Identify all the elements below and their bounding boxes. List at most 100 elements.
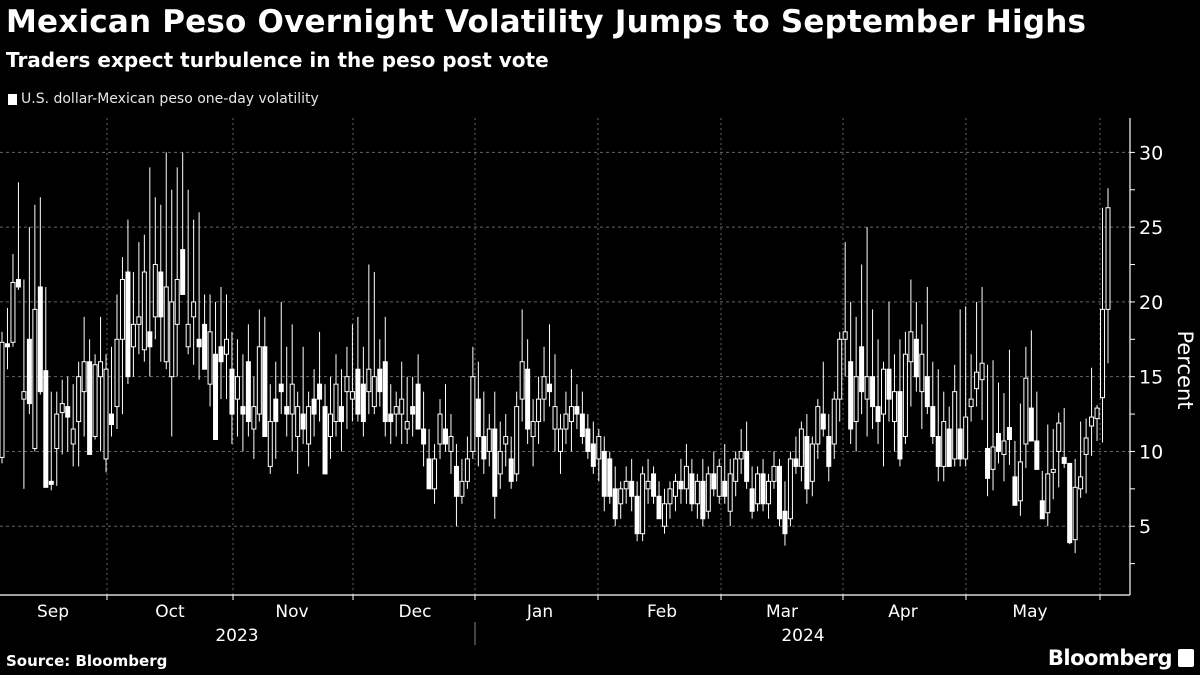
candle (749, 466, 755, 519)
candle-body-down (1067, 462, 1073, 544)
candle (371, 272, 377, 415)
candle (815, 399, 821, 459)
candle-body-down (590, 443, 596, 467)
candle-body-up (399, 398, 405, 415)
candle-body-down (870, 376, 876, 408)
candle-body-up (393, 406, 399, 415)
candle (760, 458, 766, 512)
candle (437, 399, 443, 459)
candle-body-down (995, 433, 1001, 452)
candle (180, 152, 186, 295)
candle (98, 316, 104, 452)
x-month-label: Jan (526, 602, 553, 622)
candle-body-down (213, 353, 219, 440)
chart-title: Mexican Peso Overnight Volatility Jumps … (6, 4, 1087, 40)
candle (81, 316, 87, 437)
candle-body-down (897, 391, 903, 460)
candle (163, 152, 169, 370)
candle (1034, 391, 1040, 470)
x-year-label: 2023 (215, 626, 258, 646)
candle (782, 481, 788, 546)
candle (103, 354, 109, 473)
candle (355, 316, 361, 422)
legend-swatch (8, 93, 17, 105)
candle (722, 443, 728, 504)
candle-body-up (59, 403, 65, 414)
candle (957, 309, 963, 467)
candle-body-down (689, 473, 695, 505)
candle-body-up (563, 413, 569, 430)
candle-body-down (196, 338, 202, 348)
candle-body-down (125, 271, 131, 378)
candle (37, 197, 43, 395)
candle-body-up (459, 480, 465, 497)
candle (453, 443, 459, 527)
candle-body-down (793, 458, 799, 467)
candle (508, 436, 514, 489)
candle (1017, 403, 1023, 516)
candle-body-up (136, 316, 142, 325)
candle (990, 360, 996, 491)
candle-body-down (957, 428, 963, 460)
candle-body-up (881, 368, 887, 415)
candle (1078, 421, 1084, 498)
candle (1100, 207, 1106, 443)
candle (1094, 405, 1100, 441)
candle-body-up (557, 428, 563, 452)
x-month-label: Dec (399, 602, 432, 622)
candle (21, 279, 27, 489)
candle (733, 451, 739, 497)
candle (798, 421, 804, 482)
candle (289, 324, 295, 452)
candle (525, 339, 531, 444)
candle-body-up (672, 480, 678, 497)
candle (256, 309, 262, 422)
candle (946, 406, 952, 467)
candle-body-down (218, 346, 224, 363)
candle-body-down (913, 338, 919, 378)
candle-body-up (568, 406, 574, 423)
candle-body-up (640, 473, 646, 535)
candle (410, 376, 416, 437)
candle (705, 466, 711, 519)
candle-body-up (541, 376, 547, 400)
candle (415, 354, 421, 430)
candle (119, 257, 125, 415)
candle-body-down (760, 473, 766, 505)
candle-body-up (349, 391, 355, 400)
candle-body-up (1078, 476, 1084, 490)
candle (579, 391, 585, 444)
candle-body-up (727, 473, 733, 512)
candle-body-down (722, 480, 728, 497)
candle (1089, 367, 1095, 456)
candle-body-down (317, 383, 323, 400)
y-tick-label: 30 (1139, 142, 1163, 164)
candle (881, 361, 887, 467)
candle-body-up (623, 480, 629, 490)
candle-body-up (256, 346, 262, 415)
candle-body-down (776, 465, 782, 520)
candle-body-up (344, 376, 350, 393)
candle (590, 421, 596, 474)
candle (974, 301, 980, 407)
candle (585, 414, 591, 459)
candle-body-up (306, 406, 312, 445)
candle (601, 436, 607, 512)
candle (486, 414, 492, 467)
candle-body-up (837, 338, 843, 400)
candle (667, 481, 673, 519)
candle (1061, 408, 1067, 468)
candle-body-down (749, 488, 755, 512)
candle (322, 384, 328, 475)
candle-body-up (815, 406, 821, 445)
candle (267, 384, 273, 474)
candle (875, 339, 881, 444)
candle-body-up (98, 361, 104, 378)
candle-body-down (15, 278, 21, 288)
candle-body-down (700, 480, 706, 520)
candle-body-down (924, 376, 930, 408)
candle (700, 458, 706, 527)
candle-body-down (930, 406, 936, 437)
candle (10, 254, 16, 347)
candle-body-down (678, 480, 684, 490)
